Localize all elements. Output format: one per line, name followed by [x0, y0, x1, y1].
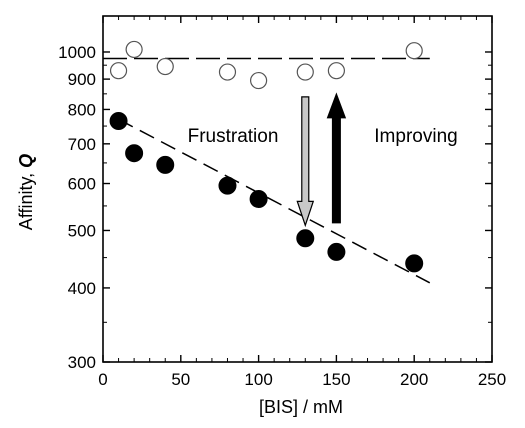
y-tick-label: 600: [68, 175, 96, 194]
x-tick-label: 250: [478, 370, 506, 389]
y-tick-label: 300: [68, 353, 96, 372]
x-tick-label: 0: [98, 370, 107, 389]
open-circle-marker: [109, 62, 128, 80]
frustration-label: Frustration: [188, 126, 279, 147]
y-tick-label: 900: [68, 70, 96, 89]
open-circle-marker: [125, 40, 143, 59]
frustration-arrow: [296, 96, 315, 228]
axes: 0 50 100 150 200 250 300 400 500 600 700 800 900 1000: [58, 15, 506, 389]
open-circle-marker: [156, 57, 174, 76]
x-tick-label: 50: [171, 370, 190, 389]
x-tick-label: 200: [400, 370, 428, 389]
y-axis-title-text: Affinity,: [16, 168, 36, 230]
x-tick-label: 100: [244, 370, 272, 389]
open-circle-marker: [218, 63, 237, 81]
filled-circle-marker: [218, 176, 237, 195]
improving-arrow: [326, 92, 347, 224]
open-circle-marker: [296, 63, 314, 81]
data-markers: [109, 40, 424, 273]
plot-frame: [102, 15, 493, 363]
filled-circle-marker: [405, 254, 424, 273]
filled-circle-marker: [296, 229, 315, 248]
x-tick-label: 150: [322, 370, 350, 389]
y-axis-title-symbol: Q: [16, 154, 36, 168]
fit-line-dash: [118, 118, 431, 284]
y-tick-label: 500: [68, 221, 96, 240]
filled-circle-marker: [249, 189, 268, 208]
y-axis-title: Affinity, Q: [16, 154, 36, 230]
filled-circle-marker: [156, 155, 175, 174]
open-circle-marker: [250, 71, 268, 90]
open-circle-marker: [405, 42, 423, 60]
open-circle-marker: [327, 62, 345, 80]
y-tick-label: 400: [68, 279, 96, 298]
annotations: Frustration Improving: [188, 92, 458, 228]
y-tick-label: 800: [68, 100, 96, 119]
filled-circle-marker: [125, 144, 144, 163]
x-axis-title: [BIS] / mM: [259, 397, 343, 417]
fit-lines: [103, 57, 431, 284]
filled-circle-marker: [327, 242, 346, 261]
y-tick-label: 1000: [58, 43, 96, 62]
y-tick-label: 700: [68, 135, 96, 154]
improving-label: Improving: [374, 126, 457, 147]
filled-circle-marker: [109, 111, 128, 130]
